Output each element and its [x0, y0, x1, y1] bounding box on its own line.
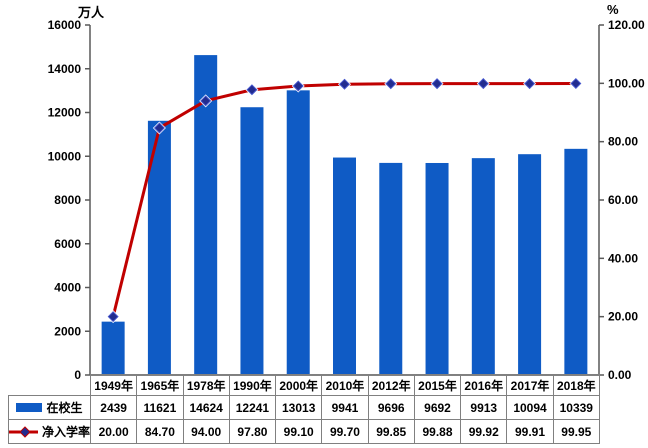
left-axis-title: 万人	[78, 5, 105, 20]
bar	[471, 158, 495, 375]
line-series-swatch	[9, 425, 38, 438]
line-marker	[292, 80, 304, 92]
y2-axis-tick-label: 60.00	[608, 193, 638, 207]
y-axis-tick-label: 14000	[48, 62, 82, 76]
rate-cell: 97.80	[228, 419, 277, 444]
bar	[425, 162, 449, 375]
rate-cell: 99.70	[321, 419, 369, 444]
y2-axis-tick-label: 20.00	[608, 310, 638, 324]
y-axis-tick-label: 6000	[54, 237, 81, 251]
line-marker	[200, 95, 212, 107]
y2-axis-tick-label: 100.00	[608, 76, 645, 90]
value-cell: 14624	[182, 395, 230, 420]
line-marker	[524, 78, 536, 90]
table-corner-spacer	[9, 375, 91, 396]
right-axis-title: %	[607, 2, 619, 17]
value-cell: 13013	[275, 395, 323, 420]
bar	[147, 120, 171, 376]
y-axis-tick-label: 0	[74, 368, 81, 382]
line-marker	[246, 84, 258, 96]
bar-series-swatch	[16, 403, 43, 412]
line-marker	[477, 78, 489, 90]
bar	[333, 157, 356, 375]
data-table: 1949年 1965年 1978年 1990年 2000年 2010年 2012年 2015年…	[8, 374, 600, 444]
bar	[286, 90, 310, 375]
value-cell: 10094	[506, 395, 554, 420]
legend-label-bar: 在校生	[46, 401, 83, 415]
legend-cell-line: 净入学率	[8, 419, 91, 444]
rate-cell: 99.85	[367, 419, 415, 444]
year-cell: 2010年	[321, 374, 369, 396]
bar	[379, 162, 403, 375]
year-cell: 1949年	[89, 374, 138, 396]
rate-cell: 84.70	[136, 419, 184, 444]
bar	[518, 154, 542, 375]
y2-axis-tick-label: 0.00	[608, 368, 632, 382]
rate-cell: 99.95	[552, 419, 600, 444]
year-row: 1949年 1965年 1978年 1990年 2000年 2010年 2012年 2015年…	[9, 374, 600, 396]
bar	[564, 148, 588, 375]
value-cell: 2439	[89, 395, 138, 420]
line-marker	[107, 311, 119, 323]
legend-cell-bar: 在校生	[8, 395, 91, 420]
year-cell: 2000年	[275, 374, 323, 396]
rate-cell: 99.10	[275, 419, 323, 444]
line-marker	[385, 78, 397, 90]
year-cell: 1965年	[136, 374, 184, 396]
rate-cell: 99.91	[506, 419, 554, 444]
value-cell: 12241	[228, 395, 277, 420]
value-cell: 11621	[136, 395, 184, 420]
year-cell: 2015年	[413, 374, 462, 396]
line-marker	[570, 77, 582, 89]
legend-label-line: 净入学率	[41, 425, 90, 439]
y2-axis-tick-label: 120.00	[608, 18, 645, 32]
year-cell: 2016年	[460, 374, 508, 396]
year-cell: 2012年	[367, 374, 415, 396]
line-marker	[431, 78, 443, 90]
rate-row: 净入学率 20.00 84.70 94.00 97.80 99.10 99.70 99.85 9…	[8, 419, 600, 444]
value-cell: 9913	[460, 395, 508, 420]
y2-axis-tick-label: 80.00	[608, 135, 638, 149]
year-cell: 1990年	[228, 374, 277, 396]
value-cell: 9696	[367, 395, 415, 420]
bar	[240, 107, 264, 376]
rate-cell: 94.00	[182, 419, 230, 444]
y2-axis-tick-label: 40.00	[608, 251, 638, 265]
value-cell: 10339	[552, 395, 600, 420]
enrollment-row: 在校生 2439 11621 14624 12241 13013 9941 9696 9692 9…	[8, 395, 600, 420]
table-body: 1949年 1965年 1978年 1990年 2000年 2010年 2012年 2015年…	[8, 374, 600, 444]
y-axis-tick-label: 4000	[54, 281, 81, 295]
y-axis-tick-label: 2000	[54, 324, 81, 338]
rate-cell: 20.00	[89, 419, 138, 444]
year-cell: 1978年	[182, 374, 230, 396]
value-cell: 9941	[321, 395, 369, 420]
bar	[101, 321, 125, 375]
value-cell: 9692	[413, 395, 462, 420]
line-marker	[153, 122, 165, 134]
rate-cell: 99.88	[413, 419, 462, 444]
year-cell: 2018年	[552, 374, 600, 396]
y-axis-tick-label: 12000	[48, 106, 82, 120]
line-marker	[338, 78, 351, 90]
legend-entry-bar: 在校生	[10, 399, 90, 416]
y-axis-tick-label: 8000	[54, 193, 81, 207]
y-axis-tick-label: 10000	[48, 149, 82, 163]
bar	[194, 55, 218, 375]
legend-entry-line: 净入学率	[9, 423, 90, 440]
y-axis-tick-label: 16000	[48, 18, 82, 32]
year-cell: 2017年	[506, 374, 554, 396]
rate-cell: 99.92	[460, 419, 508, 444]
